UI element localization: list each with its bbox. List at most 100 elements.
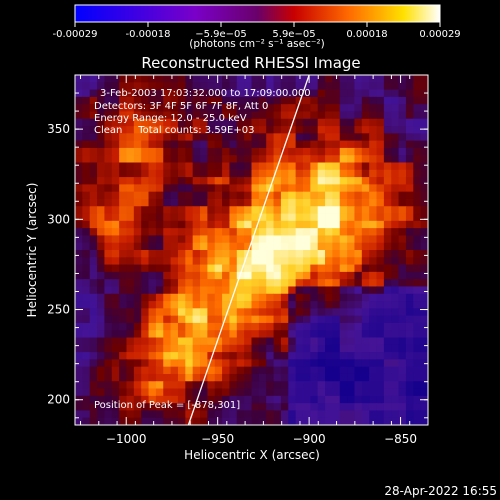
heatmap-cell bbox=[339, 162, 348, 171]
heatmap-cell bbox=[126, 184, 135, 193]
heatmap-cell bbox=[376, 322, 385, 331]
heatmap-cell bbox=[347, 118, 355, 127]
heatmap-cell bbox=[398, 184, 407, 193]
heatmap-cell bbox=[148, 301, 157, 309]
heatmap-cell bbox=[229, 344, 238, 353]
heatmap-cell bbox=[82, 403, 91, 411]
heatmap-cell bbox=[361, 301, 370, 309]
heatmap-cell bbox=[244, 89, 252, 98]
heatmap-cell bbox=[133, 82, 142, 90]
heatmap-cell bbox=[280, 315, 289, 324]
heatmap-cell bbox=[192, 250, 201, 258]
heatmap-cell bbox=[317, 133, 326, 142]
heatmap-cell bbox=[141, 191, 149, 200]
heatmap-cell bbox=[339, 352, 348, 360]
heatmap-cell bbox=[405, 264, 414, 273]
heatmap-cell bbox=[236, 410, 245, 419]
heatmap-cell bbox=[141, 147, 149, 156]
heatmap-cell bbox=[111, 169, 120, 178]
heatmap-cell bbox=[163, 330, 171, 338]
heatmap-cell bbox=[141, 403, 149, 411]
heatmap-cell bbox=[133, 198, 142, 207]
heatmap-cell bbox=[82, 293, 91, 302]
heatmap-cell bbox=[405, 352, 414, 360]
heatmap-cell bbox=[222, 82, 230, 90]
heatmap-cell bbox=[280, 169, 289, 178]
heatmap-cell bbox=[97, 198, 105, 207]
heatmap-cell bbox=[104, 82, 113, 90]
heatmap-cell bbox=[354, 417, 363, 425]
heatmap-cell bbox=[332, 235, 341, 244]
heatmap-cell bbox=[413, 133, 422, 142]
heatmap-cell bbox=[369, 308, 377, 317]
heatmap-cell bbox=[133, 250, 142, 258]
heatmap-cell bbox=[295, 293, 304, 302]
heatmap-cell bbox=[413, 191, 422, 200]
heatmap-cell bbox=[325, 220, 333, 229]
heatmap-cell bbox=[119, 403, 127, 411]
heatmap-cell bbox=[258, 403, 267, 411]
heatmap-cell bbox=[97, 220, 105, 229]
heatmap-cell bbox=[75, 96, 83, 105]
heatmap-cell bbox=[236, 308, 245, 317]
heatmap-cell bbox=[251, 330, 260, 338]
heatmap-cell bbox=[177, 279, 186, 287]
heatmap-cell bbox=[222, 410, 230, 419]
heatmap-cell bbox=[222, 301, 230, 309]
heatmap-cell bbox=[325, 301, 333, 309]
heatmap-cell bbox=[310, 366, 319, 375]
heatmap-cell bbox=[251, 388, 260, 397]
heatmap-cell bbox=[229, 359, 238, 368]
heatmap-cell bbox=[405, 140, 414, 149]
heatmap-cell bbox=[141, 155, 149, 163]
heatmap-cell bbox=[391, 213, 399, 222]
heatmap-cell bbox=[258, 344, 267, 353]
heatmap-cell bbox=[133, 75, 142, 83]
heatmap-cell bbox=[163, 257, 171, 265]
x-tick-label: −850 bbox=[384, 432, 417, 446]
heatmap-cell bbox=[97, 111, 105, 120]
heatmap-cell bbox=[177, 388, 186, 397]
heatmap-cell bbox=[325, 140, 333, 149]
heatmap-cell bbox=[251, 373, 260, 382]
heatmap-cell bbox=[75, 155, 83, 163]
heatmap-cell bbox=[273, 198, 282, 207]
heatmap-cell bbox=[391, 315, 399, 324]
heatmap-cell bbox=[420, 279, 428, 287]
heatmap-cell bbox=[200, 118, 208, 127]
heatmap-cell bbox=[192, 242, 201, 251]
heatmap-cell bbox=[222, 140, 230, 149]
heatmap-cell bbox=[405, 286, 414, 295]
heatmap-cell bbox=[280, 286, 289, 295]
heatmap-cell bbox=[288, 315, 297, 324]
heatmap-cell bbox=[310, 344, 319, 353]
heatmap-cell bbox=[325, 366, 333, 375]
heatmap-cell bbox=[200, 322, 208, 331]
heatmap-cell bbox=[155, 286, 164, 295]
heatmap-cell bbox=[273, 96, 282, 105]
heatmap-cell bbox=[177, 264, 186, 273]
heatmap-cell bbox=[222, 169, 230, 178]
heatmap-cell bbox=[361, 213, 370, 222]
heatmap-cell bbox=[214, 235, 223, 244]
heatmap-cell bbox=[398, 403, 407, 411]
heatmap-cell bbox=[207, 250, 216, 258]
heatmap-cell bbox=[170, 82, 179, 90]
heatmap-cell bbox=[163, 366, 171, 375]
heatmap-cell bbox=[222, 147, 230, 156]
heatmap-cell bbox=[258, 162, 267, 171]
heatmap-cell bbox=[229, 147, 238, 156]
heatmap-cell bbox=[369, 330, 377, 338]
heatmap-cell bbox=[75, 301, 83, 309]
heatmap-cell bbox=[347, 133, 355, 142]
heatmap-cell bbox=[236, 322, 245, 331]
annotation-time: 3-Feb-2003 17:03:32.000 to 17:09:00.000 bbox=[100, 88, 311, 99]
x-tick-label: −1000 bbox=[106, 432, 147, 446]
heatmap-cell bbox=[420, 337, 428, 346]
heatmap-cell bbox=[258, 381, 267, 389]
heatmap-cell bbox=[280, 264, 289, 273]
heatmap-cell bbox=[332, 147, 341, 156]
heatmap-cell bbox=[295, 271, 304, 280]
heatmap-cell bbox=[82, 126, 91, 134]
heatmap-cell bbox=[354, 250, 363, 258]
